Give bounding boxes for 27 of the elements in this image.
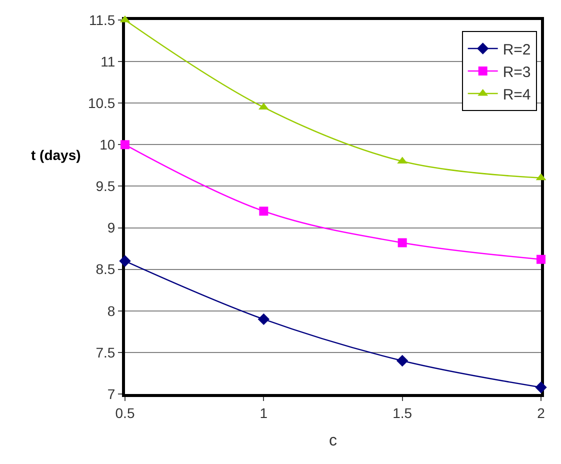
point: [535, 382, 547, 394]
y-tick-label: 7.5: [96, 344, 116, 360]
legend-label: R=4: [502, 86, 531, 104]
x-axis-title: c: [329, 432, 337, 450]
y-tick-label: 10.5: [88, 95, 116, 112]
legend-label: R=3: [502, 64, 531, 81]
y-tick-label: 11: [100, 53, 116, 70]
y-tick-label: 10: [100, 136, 116, 153]
y-tick-label: 8: [107, 302, 116, 319]
y-tick-label: 9.5: [96, 178, 116, 194]
y-tick-label: 7: [107, 386, 116, 402]
y-tick-label: 9: [107, 220, 116, 236]
y-tick-label: 11.5: [88, 12, 116, 28]
point: [259, 206, 268, 216]
point: [396, 354, 408, 367]
x-tick-label: 1.5: [392, 404, 412, 421]
point: [536, 254, 546, 264]
x-tick-label: 2: [537, 404, 546, 421]
y-tick-label: 8.5: [96, 261, 116, 278]
point: [398, 238, 407, 248]
y-axis-title: t (days): [31, 147, 81, 163]
x-tick-label: 1: [260, 404, 268, 421]
point: [120, 140, 130, 150]
x-tick-label: 0.5: [115, 404, 135, 421]
legend-label: R=2: [502, 41, 531, 58]
point: [119, 255, 131, 267]
point: [258, 313, 270, 326]
